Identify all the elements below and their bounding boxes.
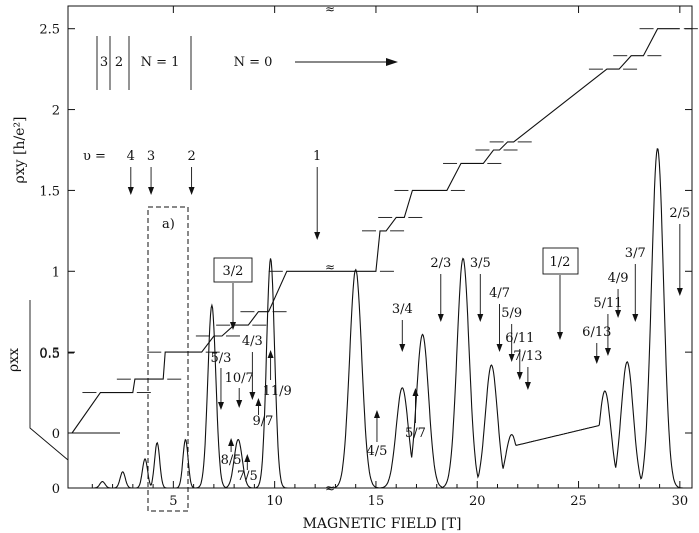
annotation-arrowhead xyxy=(557,332,563,340)
annotation-arrowhead xyxy=(632,314,639,322)
boxed-label-1-2: 1/2 xyxy=(550,255,571,270)
axis-break-top: ≈ xyxy=(325,2,335,16)
fraction-label: 5/7 xyxy=(405,426,426,441)
annotation-arrowhead xyxy=(255,398,262,406)
fraction-label: 4/5 xyxy=(367,444,388,459)
annotation-arrowhead xyxy=(496,344,503,352)
annotation-arrowhead xyxy=(217,402,224,410)
x-axis-label: MAGNETIC FIELD [T] xyxy=(303,516,462,532)
rho-xx-tick-label: 0.5 xyxy=(39,347,60,362)
fraction-label: 4/3 xyxy=(242,334,263,349)
nu-prefix: υ = xyxy=(83,149,106,164)
x-tick-label: 5 xyxy=(169,494,177,509)
landau-label-2: 2 xyxy=(115,55,123,70)
fraction-label: 8/5 xyxy=(221,453,242,468)
annotation-arrowhead xyxy=(314,232,321,240)
fraction-label: 4/7 xyxy=(489,286,510,301)
annotation-arrowhead xyxy=(188,187,195,195)
integer-marker-label: 2 xyxy=(187,149,195,164)
fraction-label: 7/5 xyxy=(237,469,258,484)
y-tick-label: 2 xyxy=(52,104,60,119)
annotation-arrowhead xyxy=(676,288,683,296)
annotation-arrowhead xyxy=(373,410,380,418)
annotation-arrowhead xyxy=(148,187,155,195)
fraction-label: 5/11 xyxy=(593,296,622,311)
boxed-label-3-2: 3/2 xyxy=(223,264,244,279)
fraction-label: 3/7 xyxy=(625,246,646,261)
annotation-arrowhead xyxy=(244,454,251,462)
rho-xy-curve xyxy=(71,28,680,434)
fraction-label: 2/3 xyxy=(430,256,451,271)
annotation-arrowhead xyxy=(267,350,274,358)
annotation-arrowhead xyxy=(516,372,523,380)
fraction-label: 10/7 xyxy=(225,371,254,386)
rho-xx-curve xyxy=(72,148,686,489)
annotation-arrowhead xyxy=(593,356,600,364)
integer-marker-label: 4 xyxy=(127,149,135,164)
annotation-arrowhead xyxy=(524,382,531,390)
integer-marker-label: 3 xyxy=(147,149,155,164)
annotation-arrowhead xyxy=(604,348,611,356)
x-tick-label: 15 xyxy=(368,494,385,509)
fraction-label: 5/3 xyxy=(211,351,232,366)
landau-label-n1: N = 1 xyxy=(141,55,180,70)
fraction-label: 9/7 xyxy=(252,414,273,429)
annotation-arrowhead xyxy=(127,187,134,195)
annotation-arrowhead xyxy=(477,314,484,322)
axis-break-middle: ≈ xyxy=(325,260,335,274)
annotation-arrowhead xyxy=(249,392,256,400)
fraction-label: 6/13 xyxy=(582,325,611,340)
y-tick-label: 0.5 xyxy=(39,346,60,361)
x-tick-label: 30 xyxy=(672,494,689,509)
fraction-label: 11/9 xyxy=(263,384,292,399)
inset-label: a) xyxy=(162,217,175,232)
x-tick-label: 10 xyxy=(266,494,283,509)
x-tick-label: 20 xyxy=(469,494,486,509)
y-tick-label: 2.5 xyxy=(39,23,60,38)
annotation-arrowhead xyxy=(615,310,622,318)
annotation-arrowhead xyxy=(236,400,243,408)
annotation-arrowhead xyxy=(228,438,235,446)
landau-label-n0: N = 0 xyxy=(234,55,273,70)
fraction-label: 2/5 xyxy=(669,206,690,221)
fraction-label: 6/11 xyxy=(505,331,534,346)
box-3-2 xyxy=(213,257,253,283)
fraction-label: 3/4 xyxy=(392,302,413,317)
fraction-label: 5/9 xyxy=(501,306,522,321)
rho-xx-tick-label: 0 xyxy=(52,482,60,497)
rho-xx-axis-bracket xyxy=(29,300,69,461)
annotation-arrowhead xyxy=(437,314,444,322)
landau-label-3: 3 xyxy=(100,55,108,70)
y-axis-label-rho-xx: ρxx xyxy=(6,348,22,372)
y-tick-label: 0 xyxy=(52,427,60,442)
annotation-arrowhead xyxy=(508,354,515,362)
annotation-arrowhead xyxy=(412,388,419,396)
plot-frame xyxy=(67,5,693,489)
integer-marker-label: 1 xyxy=(313,149,321,164)
annotation-arrowhead xyxy=(399,344,406,352)
inset-box xyxy=(147,206,189,512)
box-1-2 xyxy=(542,247,579,275)
y-axis-label-rho-xy: ρxy [h/e²] xyxy=(12,116,28,183)
fraction-label: 3/5 xyxy=(470,256,491,271)
fraction-label: 7/13 xyxy=(513,349,542,364)
fraction-label: 4/9 xyxy=(608,271,629,286)
landau-n0-arrowhead xyxy=(386,58,398,66)
y-tick-label: 1 xyxy=(52,265,60,280)
x-tick-label: 25 xyxy=(570,494,587,509)
y-tick-label: 1.5 xyxy=(39,184,60,199)
